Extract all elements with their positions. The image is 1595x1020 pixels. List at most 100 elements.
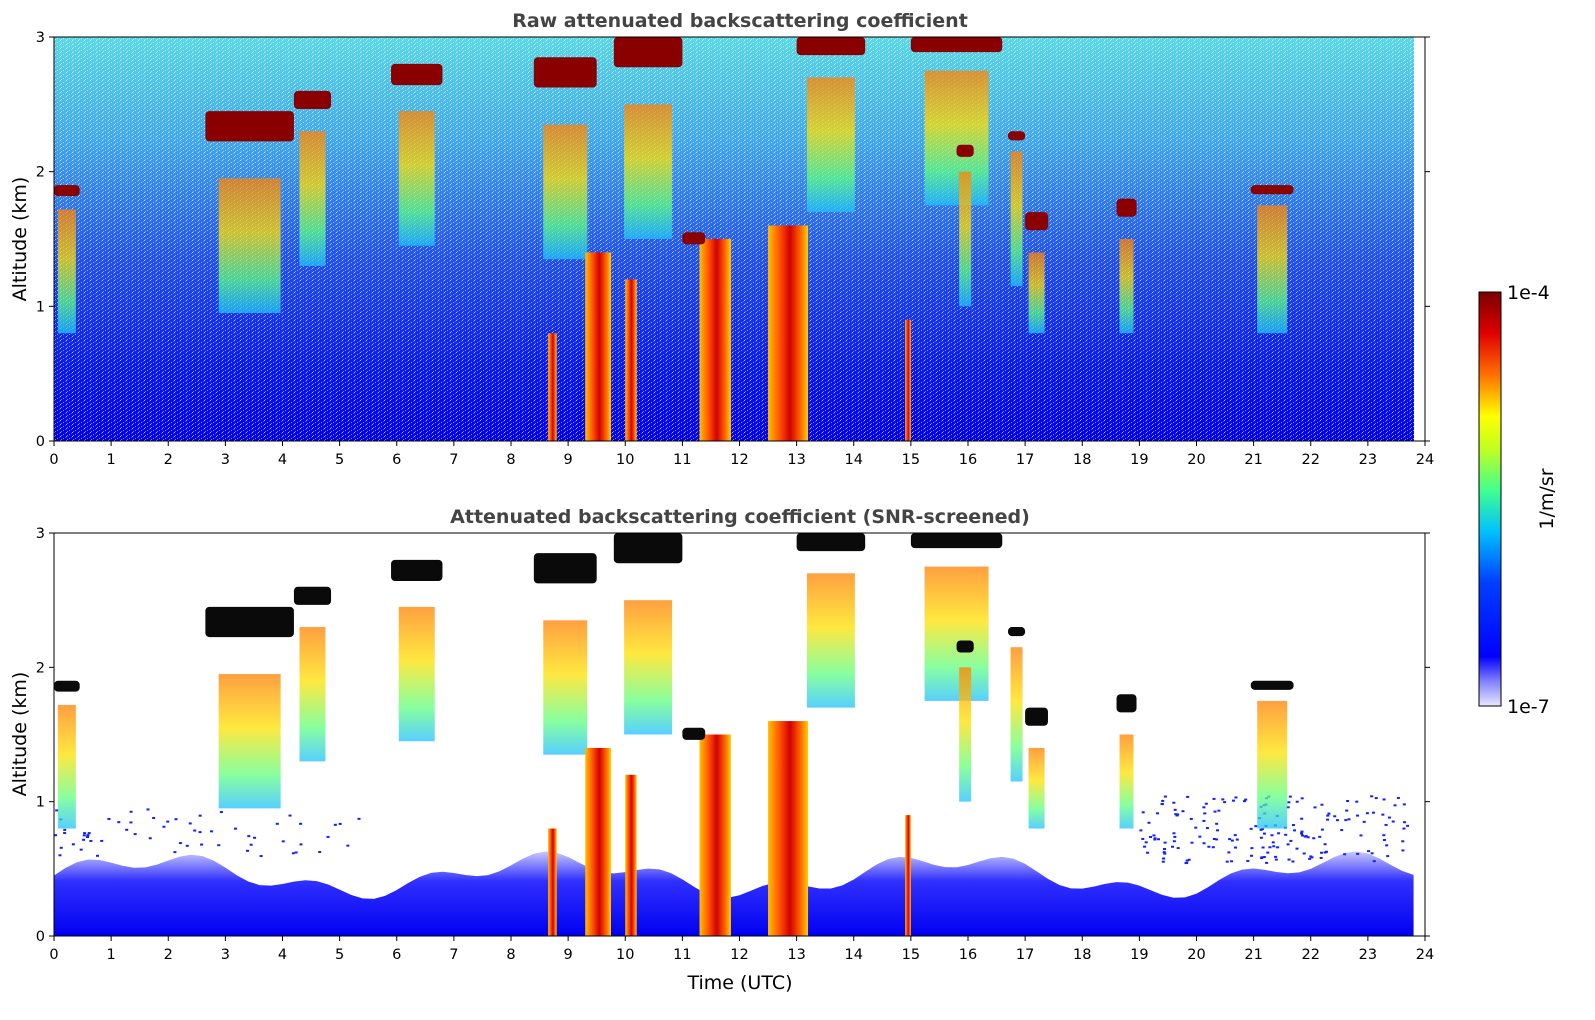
x-tick-label: 24	[1416, 452, 1434, 468]
precipitation-shaft	[699, 734, 731, 936]
cloud-layer	[1007, 131, 1026, 141]
noise-pixel	[1291, 824, 1295, 827]
noise-pixel	[1228, 838, 1232, 841]
cloud-layer	[613, 37, 683, 68]
noise-pixel	[1223, 801, 1227, 804]
noise-pixel	[1393, 804, 1397, 807]
noise-pixel	[1300, 817, 1304, 820]
noise-pixel	[210, 830, 214, 833]
noise-pixel	[1161, 860, 1165, 863]
noise-pixel	[1262, 832, 1266, 835]
noise-pixel	[86, 836, 90, 839]
noise-pixel	[1326, 818, 1330, 821]
x-tick-label: 4	[278, 947, 287, 963]
noise-pixel	[55, 809, 59, 812]
noise-pixel	[1391, 820, 1395, 823]
colorbar-unit-label: 1/m/sr	[1536, 468, 1558, 529]
virga-column	[218, 178, 281, 314]
noise-pixel	[1185, 859, 1189, 862]
noise-pixel	[217, 844, 221, 847]
virga-column	[398, 111, 435, 246]
noise-pixel	[1313, 806, 1317, 809]
noise-pixel	[87, 832, 91, 835]
noise-pixel	[299, 843, 303, 846]
noise-pixel	[1187, 858, 1191, 861]
colorbar-gradient	[1478, 291, 1502, 707]
noise-pixel	[193, 829, 197, 832]
noise-pixel	[1246, 859, 1250, 862]
noise-pixel	[1326, 814, 1330, 817]
noise-pixel	[1286, 806, 1290, 809]
cloud-layer	[293, 90, 332, 110]
panel1-ylabel: Altitude (km)	[9, 177, 31, 302]
noise-pixel	[1215, 838, 1219, 841]
noise-pixel	[198, 814, 202, 817]
noise-pixel	[1230, 860, 1234, 863]
noise-pixel	[1189, 817, 1193, 820]
precipitation-shaft	[625, 279, 637, 441]
noise-pixel	[1300, 830, 1304, 833]
panel2-features	[54, 533, 1414, 936]
precipitation-shaft	[548, 828, 557, 936]
y-tick-label: 0	[36, 929, 45, 945]
x-tick-label: 24	[1416, 947, 1434, 963]
noise-pixel	[1287, 801, 1291, 804]
noise-pixel	[1303, 835, 1307, 838]
noise-pixel	[1381, 813, 1385, 816]
cloud-layer	[391, 63, 443, 86]
noise-pixel	[1171, 845, 1175, 848]
y-tick-label: 2	[36, 660, 45, 676]
noise-pixel	[1372, 860, 1376, 863]
noise-pixel	[1343, 853, 1347, 856]
noise-pixel	[1144, 841, 1148, 844]
noise-pixel	[1212, 797, 1216, 800]
noise-pixel	[1162, 857, 1166, 860]
noise-pixel	[1370, 795, 1374, 798]
x-tick-label: 23	[1359, 947, 1377, 963]
noise-pixel	[1319, 856, 1323, 859]
noise-pixel	[71, 843, 75, 846]
x-tick-label: 17	[1016, 452, 1034, 468]
x-tick-label: 8	[506, 452, 515, 468]
noise-pixel	[1202, 819, 1206, 822]
noise-pixel	[1149, 835, 1153, 838]
x-tick-label: 10	[616, 947, 634, 963]
noise-pixel	[146, 808, 150, 811]
noise-pixel	[1139, 829, 1143, 832]
noise-pixel	[107, 817, 111, 820]
noise-pixel	[1175, 814, 1179, 817]
x-tick-label: 3	[221, 452, 230, 468]
virga-column	[624, 600, 673, 735]
noise-pixel	[129, 810, 133, 813]
noise-pixel	[1163, 795, 1167, 798]
noise-pixel	[1287, 858, 1291, 861]
noise-pixel	[1401, 840, 1405, 843]
noise-pixel	[1345, 809, 1349, 812]
cloud-layer	[1250, 680, 1294, 690]
noise-pixel	[1235, 838, 1239, 841]
precipitation-shaft	[768, 721, 809, 936]
cloud-layer	[533, 57, 597, 88]
noise-pixel	[1293, 829, 1297, 832]
x-tick-label: 19	[1130, 947, 1148, 963]
x-tick-label: 2	[164, 947, 173, 963]
noise-pixel	[1185, 861, 1189, 864]
noise-pixel	[1387, 816, 1391, 819]
noise-pixel	[346, 844, 350, 847]
noise-pixel	[148, 837, 152, 840]
virga-column	[57, 209, 76, 334]
noise-pixel	[1277, 832, 1281, 835]
noise-pixel	[1271, 841, 1275, 844]
x-tick-label: 5	[335, 452, 344, 468]
noise-pixel	[1320, 851, 1324, 854]
x-tick-label: 13	[787, 452, 805, 468]
virga-column	[1028, 747, 1045, 829]
virga-column	[624, 104, 673, 239]
panel1-title: Raw attenuated backscattering coefficien…	[512, 10, 968, 32]
x-tick-label: 7	[449, 947, 458, 963]
noise-pixel	[1318, 835, 1322, 838]
x-tick-label: 13	[787, 947, 805, 963]
noise-pixel	[249, 843, 253, 846]
cloud-layer	[613, 533, 683, 564]
cloud-layer	[533, 553, 597, 584]
